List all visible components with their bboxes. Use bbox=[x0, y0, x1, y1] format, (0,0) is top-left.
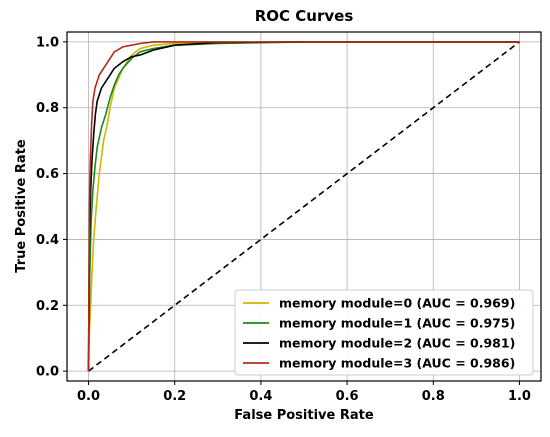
y-tick-label: 0.4 bbox=[36, 233, 59, 248]
y-tick-label: 0.8 bbox=[36, 101, 59, 116]
legend-entry-label: memory module=2 (AUC = 0.981) bbox=[279, 336, 515, 351]
legend-entry-label: memory module=0 (AUC = 0.969) bbox=[279, 296, 515, 311]
chance-diagonal-line bbox=[88, 41, 520, 372]
y-tick-label: 1.0 bbox=[36, 35, 59, 50]
legend-entry-label: memory module=3 (AUC = 0.986) bbox=[279, 356, 515, 371]
y-tick-label: 0.6 bbox=[36, 167, 59, 182]
legend: memory module=0 (AUC = 0.969) memory modu… bbox=[234, 289, 534, 376]
plot-frame bbox=[66, 31, 542, 382]
axis-ticks: 0.0 0.2 0.4 0.6 0.8 1.0 0.0 0.2 0.4 0.6 0.8 1.0 bbox=[36, 35, 531, 404]
legend-entry-label: memory module=1 (AUC = 0.975) bbox=[279, 316, 515, 331]
x-tick-label: 0.8 bbox=[422, 389, 445, 404]
chart-title: ROC Curves bbox=[255, 7, 354, 25]
x-tick-label: 1.0 bbox=[508, 389, 531, 404]
series-lines bbox=[87, 41, 520, 372]
y-tick-label: 0.0 bbox=[36, 365, 59, 380]
y-axis-label: True Positive Rate bbox=[14, 139, 29, 273]
roc-series-line-3 bbox=[87, 41, 520, 372]
x-axis-label: False Positive Rate bbox=[234, 408, 374, 423]
legend-box bbox=[234, 289, 534, 376]
x-tick-label: 0.0 bbox=[77, 389, 100, 404]
x-tick-label: 0.4 bbox=[249, 389, 272, 404]
roc-series-line-0 bbox=[87, 41, 520, 372]
roc-series-line-2 bbox=[87, 41, 520, 372]
x-tick-label: 0.2 bbox=[163, 389, 186, 404]
grid-lines bbox=[67, 32, 541, 381]
x-tick-label: 0.6 bbox=[336, 389, 359, 404]
y-tick-label: 0.2 bbox=[36, 299, 59, 314]
